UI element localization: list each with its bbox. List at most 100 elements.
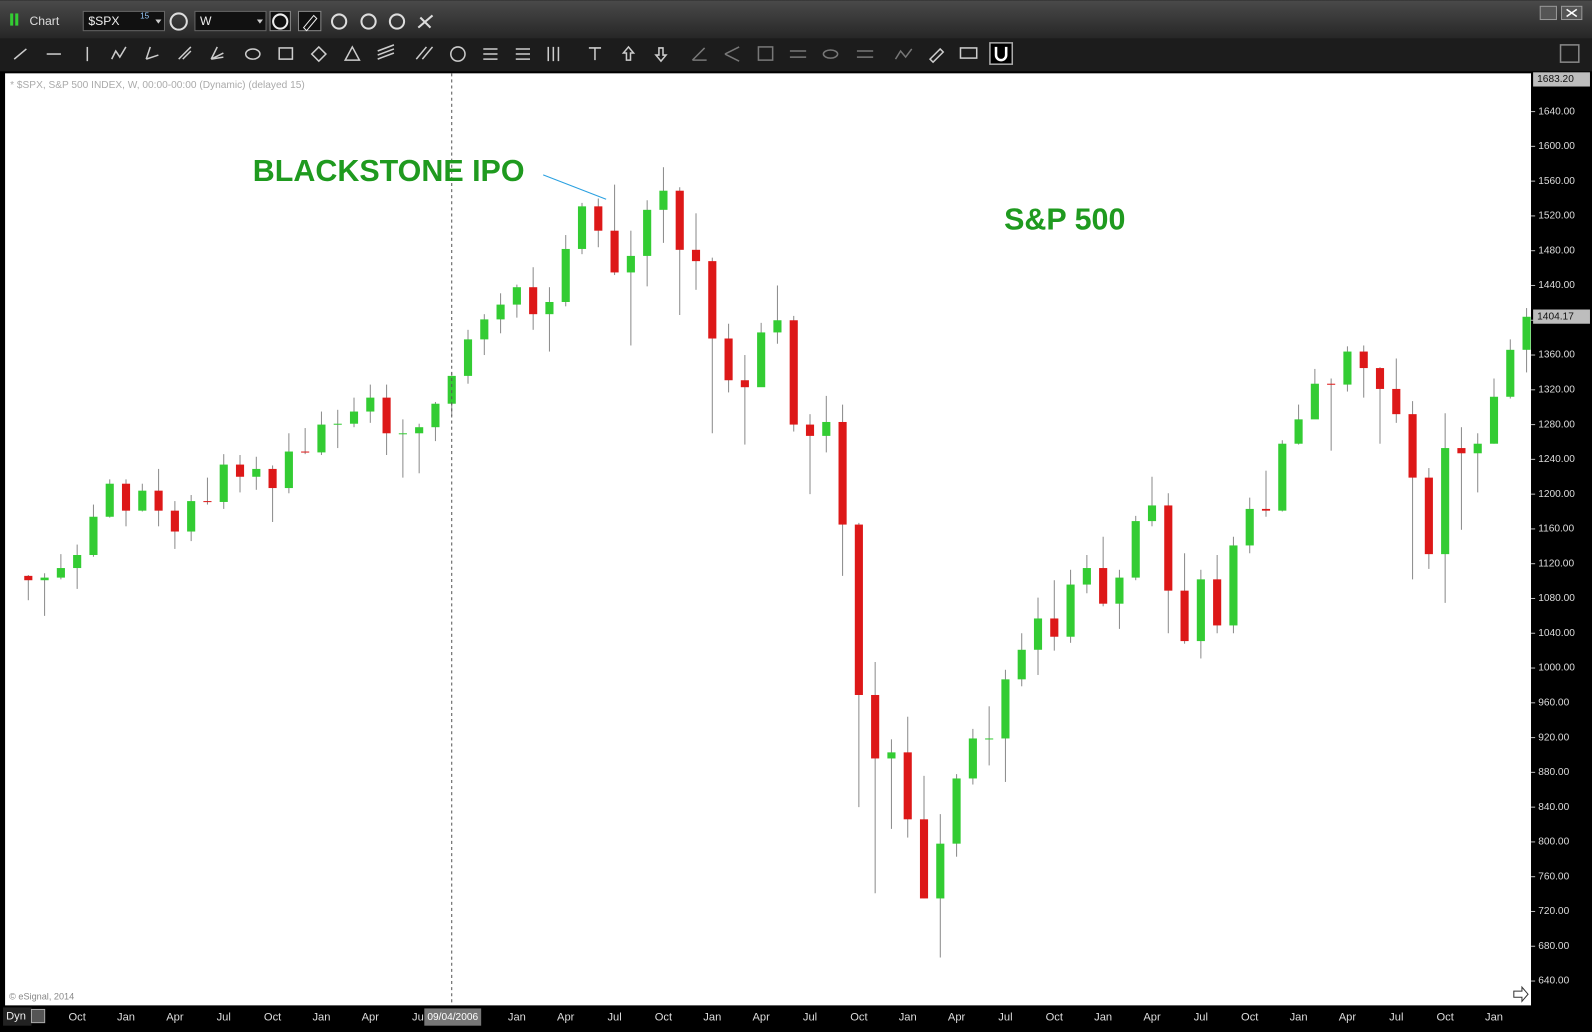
y-tick-label: 1560.00 xyxy=(1538,176,1575,187)
tool-down-arrow[interactable] xyxy=(654,47,668,63)
restore-button[interactable] xyxy=(1539,5,1557,21)
y-tick-label: 1000.00 xyxy=(1538,663,1575,674)
dropdown-arrow[interactable] xyxy=(256,19,263,24)
tool-circles[interactable] xyxy=(450,46,466,62)
tool-wave[interactable] xyxy=(894,48,913,60)
candle-body xyxy=(1066,584,1075,637)
tool-channel[interactable] xyxy=(178,46,192,60)
candle-body xyxy=(854,524,863,695)
candle-body xyxy=(1001,679,1010,739)
tool-options[interactable] xyxy=(1559,44,1580,63)
tool-angle[interactable] xyxy=(691,47,707,61)
symbol[interactable]: $SPX xyxy=(88,14,119,28)
interval-box[interactable] xyxy=(194,10,267,32)
candle-body xyxy=(1473,443,1482,454)
tool-pti[interactable] xyxy=(856,50,874,58)
candle-body xyxy=(496,304,505,320)
alert-button[interactable] xyxy=(388,13,406,30)
tool-fib[interactable] xyxy=(483,48,498,60)
tool-parallel[interactable] xyxy=(415,46,434,60)
candle-body xyxy=(170,510,179,532)
tool-ellipse[interactable] xyxy=(244,48,261,60)
annotation-pointer xyxy=(543,174,607,200)
x-tick-label: Jan xyxy=(899,1012,917,1024)
tool-text[interactable] xyxy=(588,47,602,61)
price-marker-box xyxy=(1533,309,1590,324)
link-button[interactable] xyxy=(417,14,434,29)
candle-body xyxy=(529,287,538,315)
x-tick-label: Apr xyxy=(166,1012,184,1024)
settings-button[interactable] xyxy=(169,12,188,31)
tool-mob[interactable] xyxy=(789,50,807,58)
y-tick-label: 800.00 xyxy=(1538,837,1569,848)
tool-pitch[interactable] xyxy=(724,46,740,62)
tool-oval[interactable] xyxy=(822,49,839,59)
price-marker-box xyxy=(1533,72,1590,87)
dropdown-arrow[interactable] xyxy=(155,19,162,24)
candle-body xyxy=(643,209,652,256)
candle-body xyxy=(317,424,326,453)
tool-eraser[interactable] xyxy=(928,47,945,64)
y-tick-label: 920.00 xyxy=(1538,732,1569,743)
candle-body xyxy=(1115,577,1124,604)
y-tick-label: 680.00 xyxy=(1538,941,1569,952)
cursor-label-box xyxy=(424,1008,482,1026)
y-tick-label: 1240.00 xyxy=(1538,454,1575,465)
tool-line[interactable] xyxy=(13,48,27,60)
x-tick-label: Jul xyxy=(412,1012,426,1024)
drawing-tools xyxy=(13,42,1580,65)
tool-polyline[interactable] xyxy=(111,46,127,60)
candle-body xyxy=(757,332,766,388)
y-tick-label: 1600.00 xyxy=(1538,141,1575,152)
candle-body xyxy=(382,397,391,434)
y-tick-label: 760.00 xyxy=(1538,871,1569,882)
mode-toggle[interactable] xyxy=(30,1008,46,1024)
candle-body xyxy=(708,261,717,339)
x-tick-label: Apr xyxy=(557,1012,575,1024)
candle-body xyxy=(40,577,49,581)
mode-box[interactable] xyxy=(3,1007,32,1026)
symbol-box[interactable] xyxy=(82,10,165,32)
tool-fan[interactable] xyxy=(145,46,159,60)
y-tick-label: 840.00 xyxy=(1538,802,1569,813)
tool-fib-ext[interactable] xyxy=(515,48,530,60)
candle-body xyxy=(773,320,782,333)
interval[interactable]: W xyxy=(200,14,212,28)
tool-cycles[interactable] xyxy=(547,46,560,62)
x-tick-label: Jan xyxy=(1290,1012,1308,1024)
tool-diamond[interactable] xyxy=(310,45,327,63)
tool-rect[interactable] xyxy=(278,47,294,60)
candle-body xyxy=(724,338,733,381)
tool-gann[interactable] xyxy=(210,46,224,60)
candle-body xyxy=(89,516,98,556)
tool-regression[interactable] xyxy=(377,44,395,60)
candle-body xyxy=(919,819,929,899)
x-tick-label: Apr xyxy=(752,1012,770,1024)
candle-body xyxy=(985,738,994,740)
tool-up-arrow[interactable] xyxy=(621,45,636,61)
y-tick-label: 1320.00 xyxy=(1538,384,1575,395)
candle-body xyxy=(1261,508,1271,511)
x-tick-label: Jul xyxy=(1194,1012,1208,1024)
candle-body xyxy=(121,483,131,511)
candle-body xyxy=(512,287,521,305)
candle-body xyxy=(577,206,587,249)
y-tick-label: 1120.00 xyxy=(1538,558,1574,569)
candle-body xyxy=(284,451,293,489)
refresh-button[interactable] xyxy=(330,13,348,30)
scroll-end-button[interactable] xyxy=(1513,985,1529,1003)
candle-body xyxy=(1180,590,1189,642)
candle-body xyxy=(463,339,473,376)
window-title: Chart xyxy=(29,14,59,28)
y-tick-label: 640.00 xyxy=(1538,976,1569,987)
plot-area xyxy=(5,73,1532,1006)
tool-triangle[interactable] xyxy=(343,45,361,61)
tool-grid[interactable] xyxy=(757,46,774,61)
candle-body xyxy=(1327,383,1336,385)
tool-comment[interactable] xyxy=(959,47,978,59)
candle-body xyxy=(1033,618,1043,650)
play-button[interactable] xyxy=(360,13,377,30)
x-tick-label: Jul xyxy=(998,1012,1012,1024)
mode[interactable]: Dyn xyxy=(6,1010,26,1022)
x-tick-label: Jul xyxy=(1389,1012,1403,1024)
